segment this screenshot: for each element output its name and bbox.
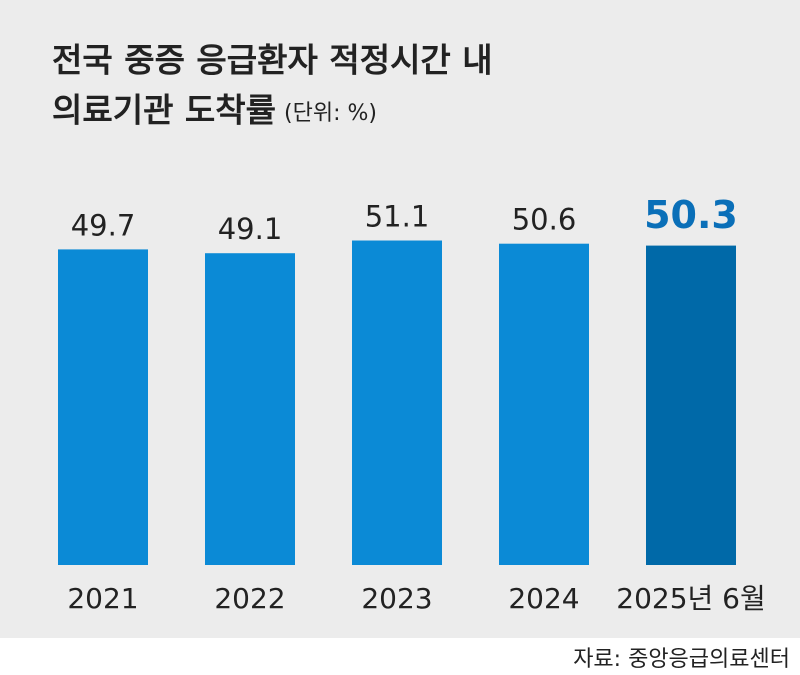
- value-label: 50.3: [644, 193, 738, 237]
- x-tick-label: 2025년 6월: [616, 582, 766, 615]
- x-tick-label: 2022: [214, 582, 285, 615]
- value-label: 51.1: [365, 200, 430, 234]
- bar: [352, 240, 442, 565]
- source: 자료: 중앙응급의료센터: [573, 647, 790, 672]
- x-tick-label: 2023: [361, 582, 432, 615]
- bar: [58, 249, 148, 565]
- value-label: 50.6: [512, 203, 577, 237]
- bar: [646, 245, 736, 565]
- bar: [499, 243, 589, 565]
- chart-title: 의료기관 도착률: [52, 91, 276, 130]
- value-label: 49.7: [71, 208, 136, 242]
- bar: [205, 253, 295, 565]
- chart-title: 전국 중증 응급환자 적정시간 내: [52, 41, 493, 80]
- x-tick-label: 2024: [508, 582, 579, 615]
- unit-label: (단위: %): [284, 101, 377, 126]
- x-tick-label: 2021: [67, 582, 138, 615]
- value-label: 49.1: [218, 212, 283, 246]
